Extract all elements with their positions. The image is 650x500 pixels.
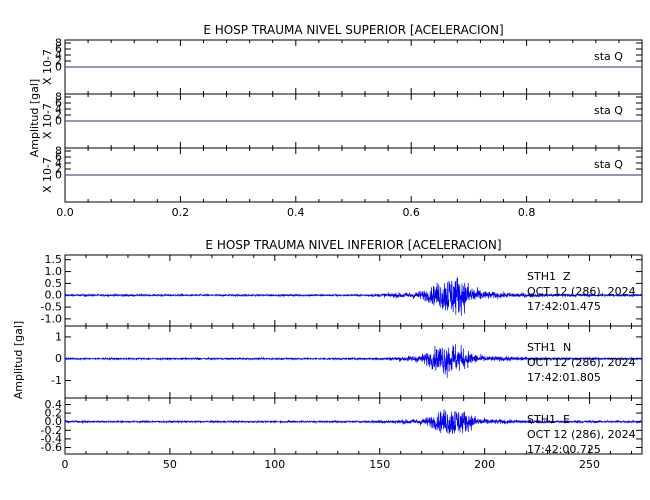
bottom-panel-frame	[64, 397, 643, 455]
bottom-panel-ytick-label: 0.0	[45, 289, 63, 302]
top-panel-ytick-label: 2	[55, 163, 62, 176]
record-date: OCT 12 (286), 2024	[527, 356, 636, 369]
bottom-panel-xtick-label: 0	[62, 458, 69, 471]
record-time: 17:42:01.475	[527, 300, 601, 313]
station-name: STH1	[527, 341, 556, 354]
bottom-panel-ytick-label: -0.4	[41, 432, 62, 445]
bottom-panel-ytick-label: 0.4	[45, 398, 63, 411]
top-chart: E HOSP TRAUMA NIVEL SUPERIOR [ACELERACIO…	[28, 23, 643, 219]
bottom-panel-ytick-label: -0.5	[41, 301, 62, 314]
top-panel-ytick-label: 0	[55, 61, 62, 74]
top-panel-ytick-label: 0	[55, 169, 62, 182]
bottom-panel-xtick-label: 100	[264, 458, 285, 471]
bottom-panel-ytick-label: 0.0	[45, 415, 63, 428]
bottom-panel-ytick-label: -1.0	[41, 312, 62, 325]
top-panel-ytick-label: 6	[55, 97, 62, 110]
bottom-panel-ytick-label: -0.2	[41, 424, 62, 437]
waveform-trace-Z	[64, 277, 643, 316]
top-panel-scale-label: X 10-7	[41, 157, 54, 193]
bottom-panel-xtick-label: 50	[163, 458, 177, 471]
top-panel-ytick-label: 8	[55, 91, 62, 104]
station-name: STH1	[527, 270, 556, 283]
top-panel-ytick-label: 4	[55, 49, 62, 62]
bottom-panel-ytick-label: 0.5	[45, 277, 63, 290]
top-panel-station-label: sta Q	[594, 158, 623, 171]
top-panel-station-label: sta Q	[594, 104, 623, 117]
bottom-panel-xtick-label: 250	[579, 458, 600, 471]
top-chart-title: E HOSP TRAUMA NIVEL SUPERIOR [ACELERACIO…	[203, 23, 503, 37]
bottom-panel-ytick-label: 1.5	[45, 253, 63, 266]
top-panel-ytick-label: 6	[55, 43, 62, 56]
waveform-trace-N	[64, 344, 643, 378]
top-panel-scale-label: X 10-7	[41, 103, 54, 139]
bottom-chart: E HOSP TRAUMA NIVEL INFERIOR [ACELERACIO…	[12, 238, 643, 471]
top-panel-ytick-label: 2	[55, 55, 62, 68]
top-panel-xtick-label: 0.6	[402, 206, 420, 219]
top-panel-ytick-label: 8	[55, 37, 62, 50]
bottom-panel-ytick-label: 1	[55, 330, 62, 343]
top-panel-xtick-label: 0.4	[287, 206, 305, 219]
top-panel-ytick-label: 8	[55, 145, 62, 158]
top-panel-ytick-label: 4	[55, 103, 62, 116]
bottom-chart-title: E HOSP TRAUMA NIVEL INFERIOR [ACELERACIO…	[205, 238, 501, 252]
top-panel-ytick-label: 6	[55, 151, 62, 164]
waveform-trace-E	[64, 409, 643, 435]
top-panel-scale-label: X 10-7	[41, 49, 54, 85]
top-panel-ytick-label: 2	[55, 109, 62, 122]
top-panel-ytick-label: 0	[55, 115, 62, 128]
component-label: N	[563, 341, 571, 354]
record-time: 17:42:01.805	[527, 371, 601, 384]
bottom-panel-E: 0.40.20.0-0.2-0.4-0.60 50 100 150 200 250 STH1…	[41, 397, 643, 471]
record-time: 17:42:00.725	[527, 443, 601, 456]
bottom-panel-N: 1 0 -1 STH1 N OCT 12 (286), 2024 17:42:01.805	[51, 325, 643, 399]
bottom-panel-Z: 1.51.00.50.0-0.5-1.0 STH1 Z OCT 12 (286), 2…	[41, 253, 643, 327]
record-date: OCT 12 (286), 2024	[527, 428, 636, 441]
top-panel-xtick-label: 0.0	[56, 206, 74, 219]
bottom-panel-ytick-label: 0	[55, 352, 62, 365]
top-panel-ytick-label: 4	[55, 157, 62, 170]
bottom-panel-xtick-label: 200	[474, 458, 495, 471]
bottom-panel-ytick-label: 0.2	[45, 407, 63, 420]
component-label: Z	[563, 270, 571, 283]
station-name: STH1	[527, 413, 556, 426]
top-panel-xtick-label: 0.2	[172, 206, 190, 219]
bottom-panel-ytick-label: 1.0	[45, 265, 63, 278]
bottom-chart-ylabel: Amplitud [gal]	[12, 321, 25, 399]
record-date: OCT 12 (286), 2024	[527, 285, 636, 298]
bottom-panel-xtick-label: 150	[369, 458, 390, 471]
top-panel-station-label: sta Q	[594, 50, 623, 63]
top-panel-xtick-label: 0.8	[518, 206, 536, 219]
bottom-panel-ytick-label: -0.6	[41, 441, 62, 454]
top-chart-ylabel: Amplitud [gal]	[28, 79, 41, 157]
component-label: E	[563, 413, 570, 426]
bottom-panel-ytick-label: -1	[51, 374, 62, 387]
